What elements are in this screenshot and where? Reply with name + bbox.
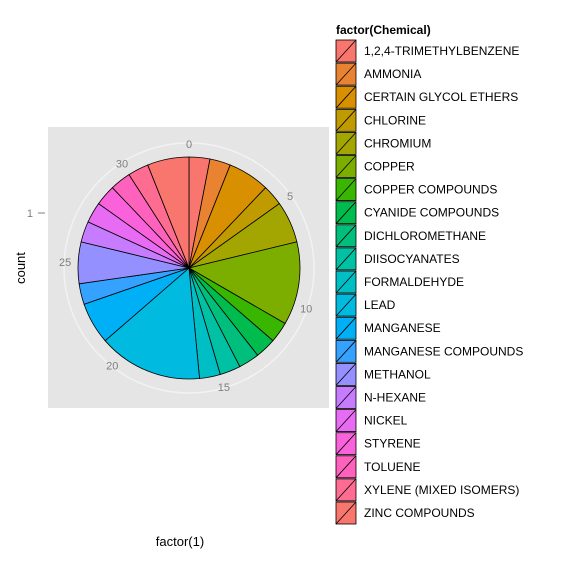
legend-item-diisocyanates: DIISOCYANATES (335, 247, 460, 271)
legend-item-xylene-mixed-isomers: XYLENE (MIXED ISOMERS) (335, 478, 519, 502)
legend-label: STYRENE (364, 437, 421, 451)
theta-tick-label: 15 (218, 382, 230, 394)
theta-tick-labels: 0 5 10 15 20 25 30 (59, 139, 312, 394)
theta-tick-label: 30 (116, 159, 128, 171)
legend-key-diagonal (335, 478, 357, 502)
legend: 1,2,4-TRIMETHYLBENZENE AMMONIA CERTAIN GLY… (335, 39, 523, 525)
legend-label: TOLUENE (364, 460, 420, 474)
legend-key-diagonal (335, 432, 357, 455)
legend-item-certain-glycol-ethers: CERTAIN GLYCOL ETHERS (335, 85, 518, 109)
legend-label: METHANOL (364, 367, 431, 381)
legend-title: factor(Chemical) (336, 23, 431, 37)
legend-item-1-2-4-trimethylbenzene: 1,2,4-TRIMETHYLBENZENE (335, 39, 519, 63)
legend-item-manganese-compounds: MANGANESE COMPOUNDS (335, 339, 523, 363)
legend-key-diagonal (335, 62, 357, 86)
legend-label: FORMALDEHYDE (364, 275, 464, 289)
theta-tick-label: 10 (300, 304, 312, 316)
legend-label: COPPER (364, 160, 415, 174)
legend-item-toluene: TOLUENE (335, 455, 420, 479)
x-axis-title: factor(1) (156, 534, 204, 549)
legend-label: LEAD (364, 298, 396, 312)
legend-key-diagonal (335, 501, 357, 525)
outer-grid-circle (63, 142, 315, 394)
legend-item-zinc-compounds: ZINC COMPOUNDS (335, 501, 475, 525)
legend-key-diagonal (335, 247, 357, 271)
legend-key-diagonal (335, 409, 357, 432)
legend-item-copper-compounds: COPPER COMPOUNDS (335, 178, 497, 202)
legend-key-diagonal (335, 109, 357, 132)
legend-key-diagonal (335, 340, 357, 363)
legend-label: 1,2,4-TRIMETHYLBENZENE (364, 44, 519, 58)
legend-label: DIISOCYANATES (364, 252, 460, 266)
legend-key-diagonal (335, 293, 357, 317)
legend-label: CHROMIUM (364, 136, 431, 150)
legend-item-copper: COPPER (335, 155, 415, 178)
theta-tick-label: 20 (106, 361, 118, 373)
pie-slice-lead (104, 267, 200, 380)
legend-item-methanol: METHANOL (335, 362, 431, 386)
legend-item-formaldehyde: FORMALDEHYDE (335, 270, 464, 294)
theta-tick-label: 5 (287, 191, 293, 203)
legend-label: AMMONIA (364, 67, 421, 81)
legend-key-diagonal (335, 201, 357, 224)
legend-key-diagonal (335, 178, 357, 201)
legend-item-styrene: STYRENE (335, 432, 421, 456)
legend-key-diagonal (335, 363, 357, 386)
legend-item-lead: LEAD (335, 293, 396, 317)
pie-slice-zinc-compounds (147, 156, 190, 269)
pie-slices (77, 156, 301, 380)
legend-label: ZINC COMPOUNDS (364, 506, 475, 520)
theta-tick-label: 0 (186, 139, 192, 151)
legend-label: CHLORINE (364, 113, 426, 127)
legend-label: NICKEL (364, 414, 408, 428)
theta-tick-label: 25 (59, 257, 71, 269)
y-axis-title: count (13, 252, 28, 284)
pie-slice-copper (187, 241, 301, 325)
legend-item-ammonia: AMMONIA (335, 62, 421, 86)
legend-key-diagonal (335, 224, 357, 248)
y-tick-label: 1 (27, 208, 33, 220)
legend-item-manganese: MANGANESE (335, 316, 441, 340)
legend-label: DICHLOROMETHANE (364, 229, 486, 243)
legend-key-diagonal (335, 455, 357, 479)
legend-key-diagonal (335, 155, 357, 178)
legend-key-diagonal (335, 85, 357, 109)
legend-item-dichloromethane: DICHLOROMETHANE (335, 224, 486, 248)
legend-item-chromium: CHROMIUM (335, 131, 431, 155)
legend-key-diagonal (335, 39, 357, 63)
legend-item-n-hexane: N-HEXANE (335, 386, 426, 409)
legend-item-nickel: NICKEL (335, 409, 408, 433)
legend-key-diagonal (335, 270, 357, 294)
legend-label: CYANIDE COMPOUNDS (364, 206, 499, 220)
legend-label: CERTAIN GLYCOL ETHERS (364, 90, 518, 104)
legend-label: XYLENE (MIXED ISOMERS) (364, 483, 519, 497)
legend-item-chlorine: CHLORINE (335, 108, 426, 132)
legend-label: N-HEXANE (364, 391, 426, 405)
legend-key-diagonal (335, 132, 357, 155)
legend-item-cyanide-compounds: CYANIDE COMPOUNDS (335, 201, 499, 225)
legend-label: COPPER COMPOUNDS (364, 183, 497, 197)
legend-key-diagonal (335, 316, 357, 340)
legend-label: MANGANESE COMPOUNDS (364, 344, 523, 358)
legend-label: MANGANESE (364, 321, 441, 335)
legend-key-diagonal (335, 386, 357, 409)
